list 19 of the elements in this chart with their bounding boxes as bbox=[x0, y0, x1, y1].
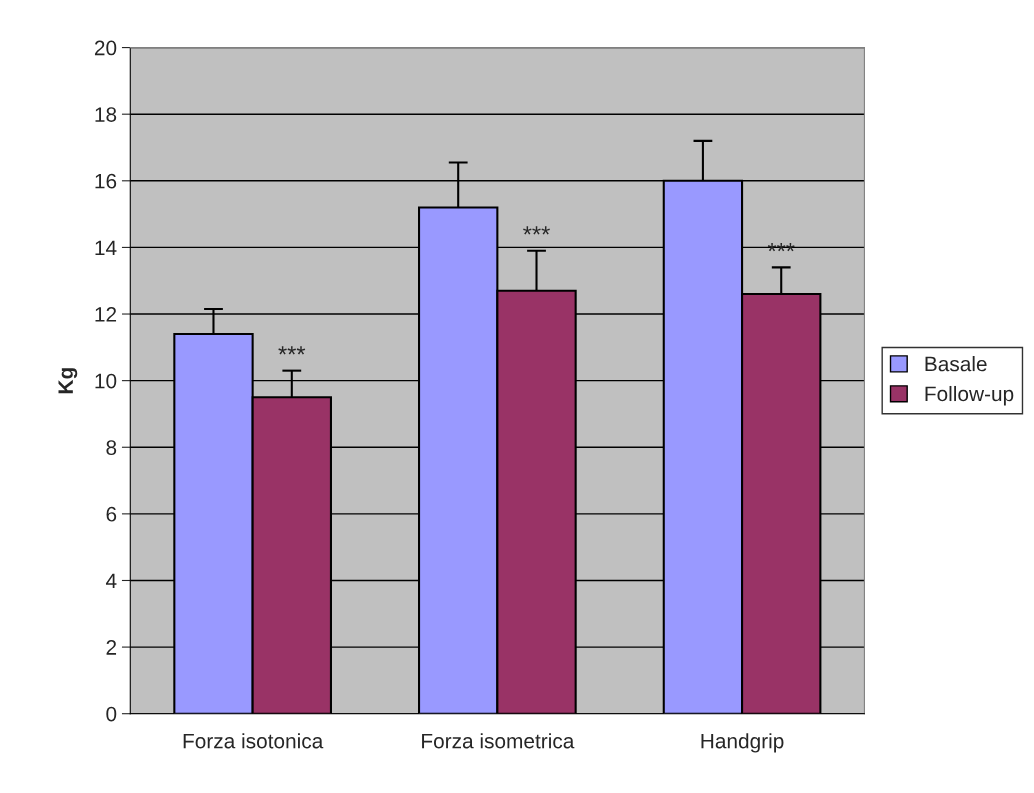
y-tick-label: 2 bbox=[106, 640, 117, 655]
y-tick-label: 12 bbox=[95, 307, 117, 322]
y-tick-label: 18 bbox=[95, 107, 117, 122]
y-tick-label: 16 bbox=[95, 173, 117, 189]
annotation: *** bbox=[278, 346, 306, 355]
legend-label: Basale bbox=[925, 356, 987, 372]
y-tick-label: 0 bbox=[106, 706, 117, 722]
legend-label: Follow-up bbox=[925, 385, 1014, 406]
y-tick-label: 10 bbox=[95, 373, 117, 389]
y-axis-title: Kg bbox=[58, 368, 78, 394]
y-tick-label: 14 bbox=[95, 240, 117, 255]
y-tick-label: 6 bbox=[106, 506, 117, 522]
y-tick-label: 20 bbox=[94, 40, 117, 56]
y-tick-label: 4 bbox=[105, 573, 117, 589]
x-tick-label: Handgrip bbox=[701, 733, 784, 753]
x-tick-label: Forza isometrica bbox=[422, 733, 575, 749]
annotation: *** bbox=[523, 226, 550, 235]
x-tick-label: Forza isotonica bbox=[183, 733, 324, 749]
y-tick-label: 8 bbox=[106, 440, 117, 456]
